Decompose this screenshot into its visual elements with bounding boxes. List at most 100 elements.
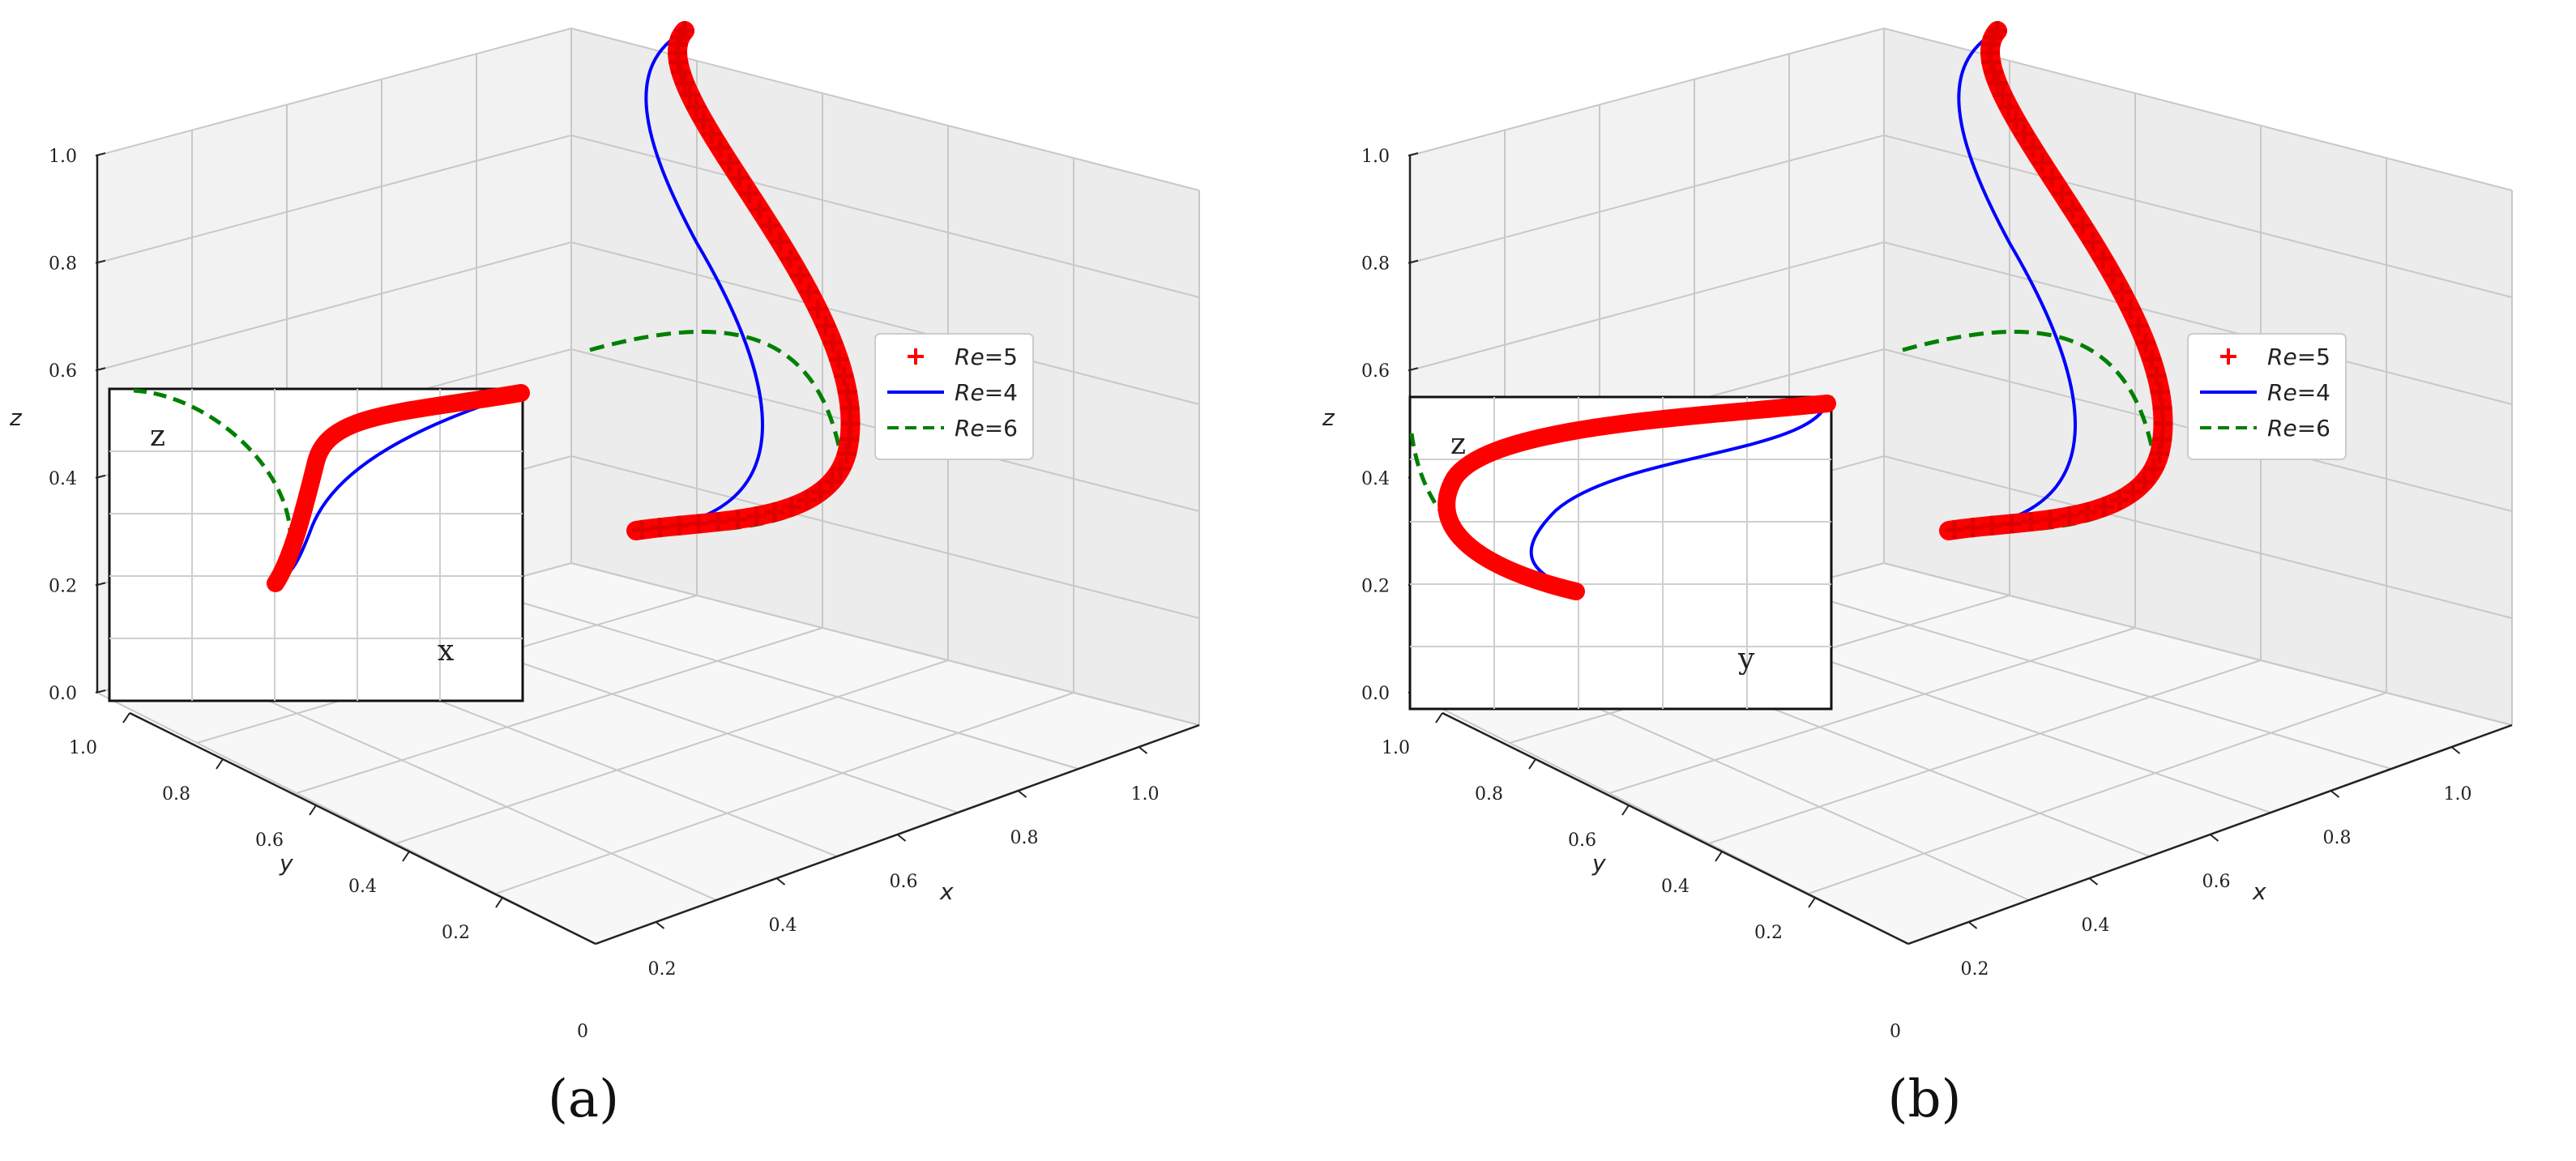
legend-marker-re5	[2220, 348, 2236, 365]
inset: zx	[108, 384, 530, 702]
y-tick-mark	[122, 712, 130, 723]
z-tick-label: 0.0	[1361, 684, 1390, 704]
y-axis-line	[1442, 711, 1909, 945]
series-re5-marker	[2123, 481, 2143, 502]
series-re5-marker	[797, 490, 817, 510]
y-tick-label: 1.0	[69, 738, 97, 758]
z-axis-label: z	[1322, 404, 1335, 431]
inset-x-label: y	[1737, 642, 1755, 676]
x-tick-label: 0.8	[1010, 828, 1039, 848]
chart-panel-a: 0.0 0.2 0.4 0.6 0.8 1.0 z 1.0 0.8 0.6 0.4 0.2 y 0.2 0.…	[0, 0, 1264, 1056]
series-re5-marker	[1981, 52, 2001, 72]
series-re5-marker	[2134, 472, 2155, 492]
y-tick-label: 1.0	[1382, 738, 1410, 758]
series-re5-marker	[2103, 265, 2123, 285]
y-tick-label: 0.2	[1754, 923, 1783, 943]
series-re5-marker	[2040, 510, 2061, 529]
series-re5-marker	[837, 382, 857, 402]
series-re5-marker	[710, 138, 730, 158]
ticks-layer: 0.0 0.2 0.4 0.6 0.8 1.0 z 1.0 0.8 0.6 0.4 0.2 y 0.2 0.…	[9, 147, 1160, 1042]
series-re5-marker	[746, 506, 767, 527]
x-axis-label: x	[939, 878, 954, 905]
z-tick-label: 0.6	[1361, 361, 1390, 382]
series-re5-marker	[686, 97, 707, 117]
z-tick-label: 0.8	[1361, 254, 1390, 275]
grid-line	[1708, 659, 2262, 844]
y-tick-mark	[1435, 712, 1443, 723]
inset-z-label: z	[1450, 428, 1466, 461]
series-re5-marker	[780, 249, 801, 269]
series-re5-marker	[2129, 316, 2149, 336]
legend-name: Re	[955, 415, 985, 442]
grid-line	[1808, 692, 2387, 894]
grid-line	[1409, 27, 2513, 191]
series-re5-marker	[720, 153, 740, 173]
series-re5-marker	[2021, 512, 2041, 532]
series-re5-marker	[632, 519, 652, 540]
series-re5-marker	[2052, 183, 2072, 203]
grid-line	[476, 588, 1079, 770]
series-re5-marker	[729, 168, 750, 188]
y-tick-label: 0.4	[348, 877, 377, 897]
z-tick-mark	[95, 259, 106, 264]
z-tick-mark	[95, 152, 106, 156]
series-re4-line	[635, 29, 764, 532]
series-re5-marker	[2083, 232, 2103, 252]
y-axis-label: y	[279, 850, 293, 877]
legend-name: Re	[2267, 344, 2297, 370]
x-tick-label: 0.2	[1961, 959, 1989, 980]
series-re5-marker	[2152, 429, 2172, 449]
x-tick-label: 0.8	[2323, 828, 2352, 848]
grid-line	[570, 562, 1200, 726]
curves-layer	[589, 21, 861, 540]
z-tick-label: 0.8	[49, 254, 77, 275]
series-re5-marker	[2059, 506, 2079, 527]
z-tick-mark	[95, 474, 106, 479]
z-tick-mark	[1408, 259, 1419, 264]
grid-line	[191, 666, 717, 901]
grid-line	[495, 692, 1074, 894]
series-re5-marker	[2121, 299, 2141, 319]
z-tick-label: 0.4	[49, 469, 77, 489]
legend-label: Re=4	[955, 379, 1018, 406]
legend-suffix: =5	[985, 344, 1018, 370]
caption-b: (b)	[1887, 1069, 1962, 1129]
z-tick-label: 1.0	[49, 147, 77, 167]
z-tick-mark	[95, 582, 106, 587]
z-tick-label: 0.0	[49, 684, 77, 704]
y-tick-label: 0.8	[162, 784, 190, 805]
series-re5-marker	[739, 183, 759, 203]
series-re5-marker	[831, 459, 851, 479]
x-axis-label: x	[2252, 878, 2266, 905]
y-tick-mark	[1528, 758, 1536, 770]
series-re5-marker	[2093, 249, 2113, 269]
series-re5-marker	[790, 265, 810, 285]
z-tick-mark	[1408, 367, 1419, 372]
x-tick-label: 1.0	[2444, 784, 2472, 805]
chart-panel-b: 0.0 0.2 0.4 0.6 0.8 1.0 z 1.0 0.8 0.6 0.4 0.2 y 0.2 0.…	[1313, 0, 2576, 1056]
x-tick-mark	[655, 921, 665, 929]
legend-label: Re=6	[955, 415, 1018, 442]
series-re5-marker	[2023, 138, 2043, 158]
y-axis-line	[129, 711, 596, 945]
series-re5-marker	[2109, 490, 2130, 510]
series-re6-line	[1902, 329, 2155, 534]
series-re5-marker	[2143, 459, 2164, 479]
legend-name: Re	[2267, 379, 2297, 406]
legend-label: Re=5	[955, 344, 1018, 370]
curves-layer	[1902, 21, 2173, 540]
series-re5-marker	[2014, 124, 2034, 144]
series-re5-marker	[834, 365, 854, 386]
series-re5-marker	[2001, 514, 2022, 534]
origin-label: 0	[1890, 1022, 1901, 1042]
y-tick-mark	[216, 758, 224, 770]
series-re5-marker	[728, 510, 748, 529]
series-re5-marker	[2150, 382, 2170, 402]
series-re5-marker	[2147, 365, 2167, 386]
y-tick-mark	[1715, 851, 1723, 862]
x-tick-label: 0.4	[2082, 916, 2110, 936]
grid-line	[1788, 588, 2392, 770]
series-re5-marker	[810, 481, 831, 502]
z-tick-label: 1.0	[1361, 147, 1390, 167]
grid-line	[96, 134, 1200, 298]
